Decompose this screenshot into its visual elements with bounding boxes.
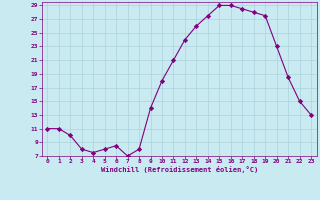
X-axis label: Windchill (Refroidissement éolien,°C): Windchill (Refroidissement éolien,°C) — [100, 166, 258, 173]
